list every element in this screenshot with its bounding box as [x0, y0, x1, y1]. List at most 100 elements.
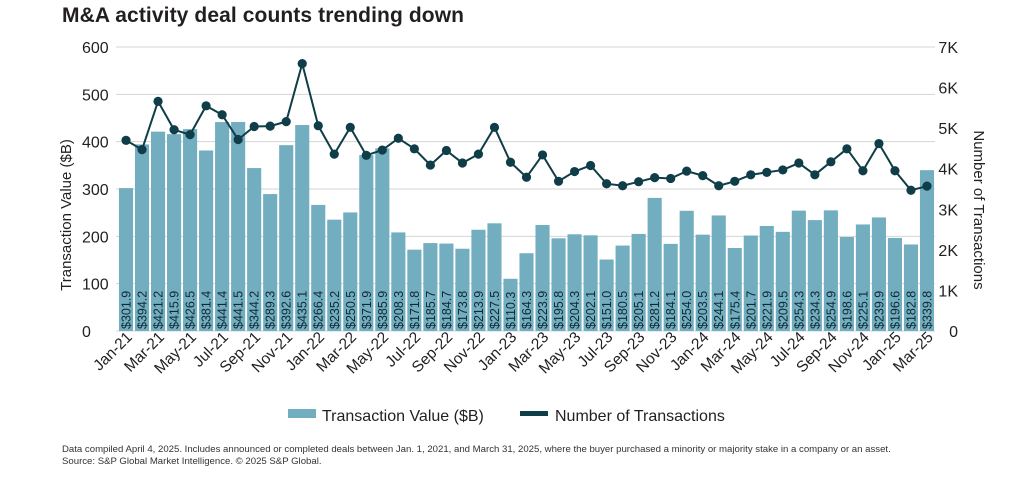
left-axis: 0 100 200 300 400 500 600: [82, 40, 109, 341]
bar-value-label: $196.6: [888, 291, 902, 329]
bar-Aug-22: [423, 243, 438, 331]
bar-value-label: $175.4: [728, 291, 742, 329]
footnote: Data compiled April 4, 2025. Includes an…: [62, 444, 891, 468]
line-point-Oct-22: [457, 158, 468, 168]
line-point-Dec-22: [489, 122, 500, 132]
line-point-Jun-21: [201, 101, 211, 111]
line-point-Dec-24: [874, 138, 884, 149]
line-point-Nov-22: [473, 149, 484, 159]
bar-value-label: $344.2: [248, 291, 262, 329]
line-point-Sep-21: [249, 121, 259, 132]
bar-Apr-24: [743, 235, 758, 331]
legend: Transaction Value ($B) Number of Transac…: [288, 408, 725, 425]
bar-value-label: $201.7: [744, 291, 758, 329]
bar-Jan-23: [503, 278, 518, 331]
line-point-Sep-24: [826, 157, 836, 167]
bar-Aug-21: [231, 122, 246, 331]
line-point-Jan-24: [698, 171, 708, 181]
line-point-Apr-23: [553, 176, 564, 186]
bar-May-23: [567, 234, 582, 331]
bar-Nov-23: [663, 243, 678, 331]
bar-Nov-22: [471, 229, 486, 331]
left-axis-tick-label: 200: [82, 229, 109, 246]
bar-Jan-21: [118, 188, 134, 331]
bar-Jul-21: [215, 122, 230, 331]
bar-value-label: $421.2: [152, 291, 166, 329]
bar-value-label: $339.8: [920, 291, 934, 329]
bar-value-label: $301.9: [120, 291, 134, 329]
line-point-Apr-22: [361, 150, 371, 160]
bar-Aug-23: [615, 245, 630, 331]
bar-May-21: [183, 129, 198, 331]
line-point-May-24: [762, 167, 772, 177]
line-point-Feb-24: [714, 181, 724, 191]
bar-Feb-22: [327, 219, 342, 331]
line-point-Nov-23: [666, 173, 676, 184]
line-point-Nov-24: [858, 166, 868, 176]
bar-Dec-24: [871, 217, 886, 331]
bar-Dec-21: [295, 125, 310, 331]
bar-value-label: $254.0: [680, 291, 694, 329]
legend-line-swatch: [520, 411, 548, 416]
bar-value-label: $244.1: [712, 291, 726, 329]
line-point-Jun-24: [778, 165, 788, 175]
bar-Oct-23: [647, 197, 662, 331]
line-point-Jan-21: [121, 135, 131, 145]
bar-value-label: $227.5: [488, 291, 502, 329]
left-axis-tick-label: 300: [82, 182, 109, 199]
line-point-Jun-23: [585, 160, 596, 171]
line-series: [121, 59, 932, 195]
bar-Dec-22: [487, 223, 502, 331]
bar-Nov-21: [279, 145, 294, 331]
bar-value-label: $254.3: [792, 291, 806, 329]
bar-Feb-23: [519, 253, 534, 331]
bar-value-label: $394.2: [136, 291, 150, 329]
bar-value-label: $234.3: [808, 291, 822, 329]
line-point-Feb-23: [521, 172, 532, 182]
bar-value-label: $209.5: [776, 291, 790, 329]
footnote-line-1: Data compiled April 4, 2025. Includes an…: [62, 444, 891, 455]
line-point-Oct-24: [842, 144, 852, 154]
line-point-Jan-22: [313, 121, 323, 131]
bar-Feb-24: [711, 215, 726, 331]
left-axis-tick-label: 100: [82, 277, 109, 294]
bar-value-label: $225.1: [856, 291, 870, 329]
bar-Sep-24: [823, 210, 838, 331]
line-point-Sep-23: [634, 177, 644, 187]
line-point-Jun-22: [393, 133, 403, 143]
legend-bar-label: Transaction Value ($B): [322, 408, 484, 425]
bar-value-label: $171.8: [408, 291, 422, 329]
line-point-May-22: [377, 145, 387, 155]
left-axis-tick-label: 600: [82, 40, 109, 57]
bar-Oct-22: [455, 248, 470, 331]
bar-Sep-23: [631, 233, 646, 331]
bar-Jan-22: [311, 204, 326, 331]
right-axis-tick-label: 1K: [938, 283, 958, 300]
bar-value-label: $195.8: [552, 291, 566, 329]
bar-value-label: $371.9: [360, 291, 374, 329]
line-point-Feb-22: [329, 149, 339, 159]
bar-value-label: $381.4: [200, 291, 214, 329]
line-point-Jan-25: [890, 166, 900, 176]
bar-Apr-22: [359, 154, 374, 331]
line-point-Dec-21: [297, 59, 307, 69]
x-axis-tick-labels: Jan-21Mar-21May-21Jul-21Sep-21Nov-21Jan-…: [90, 329, 937, 378]
bar-value-label: $203.5: [696, 291, 710, 329]
bar-Jul-23: [599, 259, 614, 331]
line-point-Jan-23: [505, 157, 516, 167]
right-axis-tick-label: 3K: [938, 202, 958, 219]
bar-Aug-24: [807, 220, 822, 331]
right-axis-tick-label: 6K: [938, 81, 958, 98]
bar-value-label: $441.5: [232, 291, 246, 329]
bar-Jun-24: [775, 231, 790, 331]
bar-Apr-21: [167, 134, 182, 331]
transactions-line: [125, 59, 928, 192]
right-axis-tick-label: 4K: [938, 162, 958, 179]
bar-Jun-23: [583, 235, 598, 331]
bar-Feb-25: [903, 244, 919, 331]
bar-value-label: $221.9: [760, 291, 774, 329]
bar-value-label: $250.5: [344, 291, 358, 329]
bar-Mar-25: [919, 170, 935, 331]
line-point-Aug-24: [810, 170, 820, 180]
right-axis-tick-label: 2K: [938, 243, 958, 260]
